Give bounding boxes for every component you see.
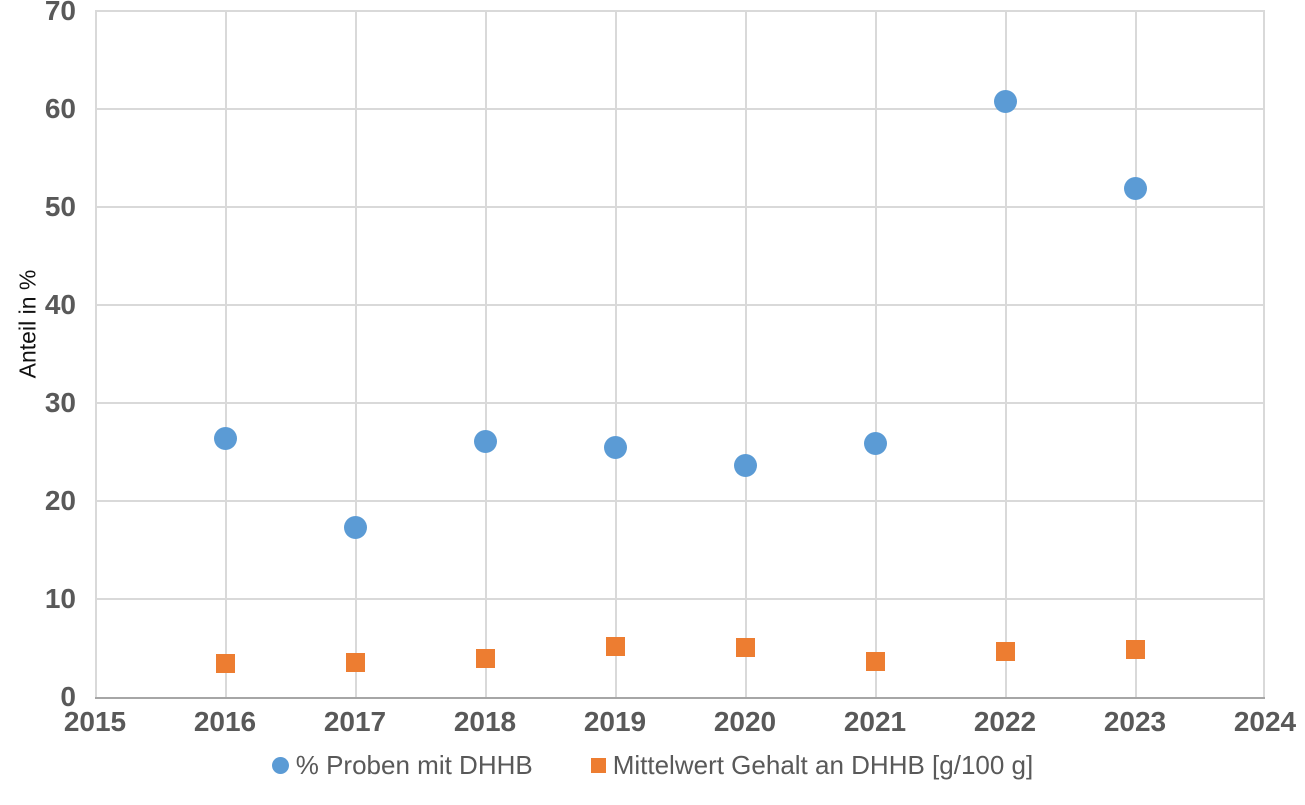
x-tick-label: 2020: [713, 706, 777, 737]
v-gridline: [355, 11, 357, 697]
x-tick-label: 2019: [583, 706, 647, 737]
plot-area: [95, 10, 1265, 699]
legend-item: Mittelwert Gehalt an DHHB [g/100 g]: [590, 750, 1034, 781]
v-gridline: [95, 11, 97, 697]
x-tick-label: 2015: [63, 706, 127, 737]
y-tick-label: 30: [44, 387, 76, 418]
scatter-point-square: [475, 649, 495, 669]
x-tick-label: 2016: [193, 706, 257, 737]
scatter-point-square: [865, 652, 885, 672]
v-gridline: [1263, 11, 1265, 697]
legend: % Proben mit DHHB Mittelwert Gehalt an DH…: [0, 750, 1305, 781]
v-gridline: [485, 11, 487, 697]
h-gridline: [95, 598, 1265, 600]
h-gridline: [95, 206, 1265, 208]
scatter-point-square: [345, 653, 365, 673]
h-gridline: [95, 500, 1265, 502]
h-gridline: [95, 108, 1265, 110]
v-gridline: [745, 11, 747, 697]
y-tick-label: 50: [44, 191, 76, 222]
y-tick-label: 40: [44, 289, 76, 320]
scatter-point-circle: [863, 431, 887, 455]
v-gridline: [1005, 11, 1007, 697]
x-tick-label: 2017: [323, 706, 387, 737]
y-tick-label: 20: [44, 485, 76, 516]
x-tick-label: 2022: [973, 706, 1037, 737]
h-gridline: [95, 304, 1265, 306]
scatter-point-circle: [473, 429, 497, 453]
v-gridline: [225, 11, 227, 697]
h-gridline: [95, 402, 1265, 404]
scatter-point-circle: [733, 454, 757, 478]
x-tick-label: 2024: [1233, 706, 1297, 737]
scatter-point-circle: [213, 426, 237, 450]
v-gridline: [875, 11, 877, 697]
y-tick-label: 0: [60, 681, 76, 712]
scatter-point-square: [215, 654, 235, 674]
scatter-point-circle: [603, 435, 627, 459]
scatter-point-square: [1125, 640, 1145, 660]
scatter-point-square: [995, 642, 1015, 662]
scatter-point-circle: [1123, 176, 1147, 200]
legend-label: % Proben mit DHHB: [295, 750, 533, 780]
legend-item: % Proben mit DHHB: [271, 750, 533, 781]
scatter-point-square: [605, 636, 625, 656]
v-gridline: [1135, 11, 1137, 697]
y-axis-title: Anteil in %: [14, 269, 41, 379]
legend-label: Mittelwert Gehalt an DHHB [g/100 g]: [612, 750, 1034, 780]
x-tick-label: 2023: [1103, 706, 1167, 737]
y-tick-label: 10: [44, 583, 76, 614]
legend-circle-marker-icon: [271, 757, 289, 774]
x-tick-label: 2021: [843, 706, 907, 737]
y-tick-label: 70: [44, 0, 76, 26]
h-gridline: [95, 10, 1265, 12]
v-gridline: [615, 11, 617, 697]
legend-square-marker-icon: [590, 758, 606, 773]
scatter-point-square: [735, 637, 755, 657]
scatter-point-circle: [993, 89, 1017, 113]
scatter-point-circle: [343, 515, 367, 539]
y-tick-label: 60: [44, 93, 76, 124]
x-tick-label: 2018: [453, 706, 517, 737]
